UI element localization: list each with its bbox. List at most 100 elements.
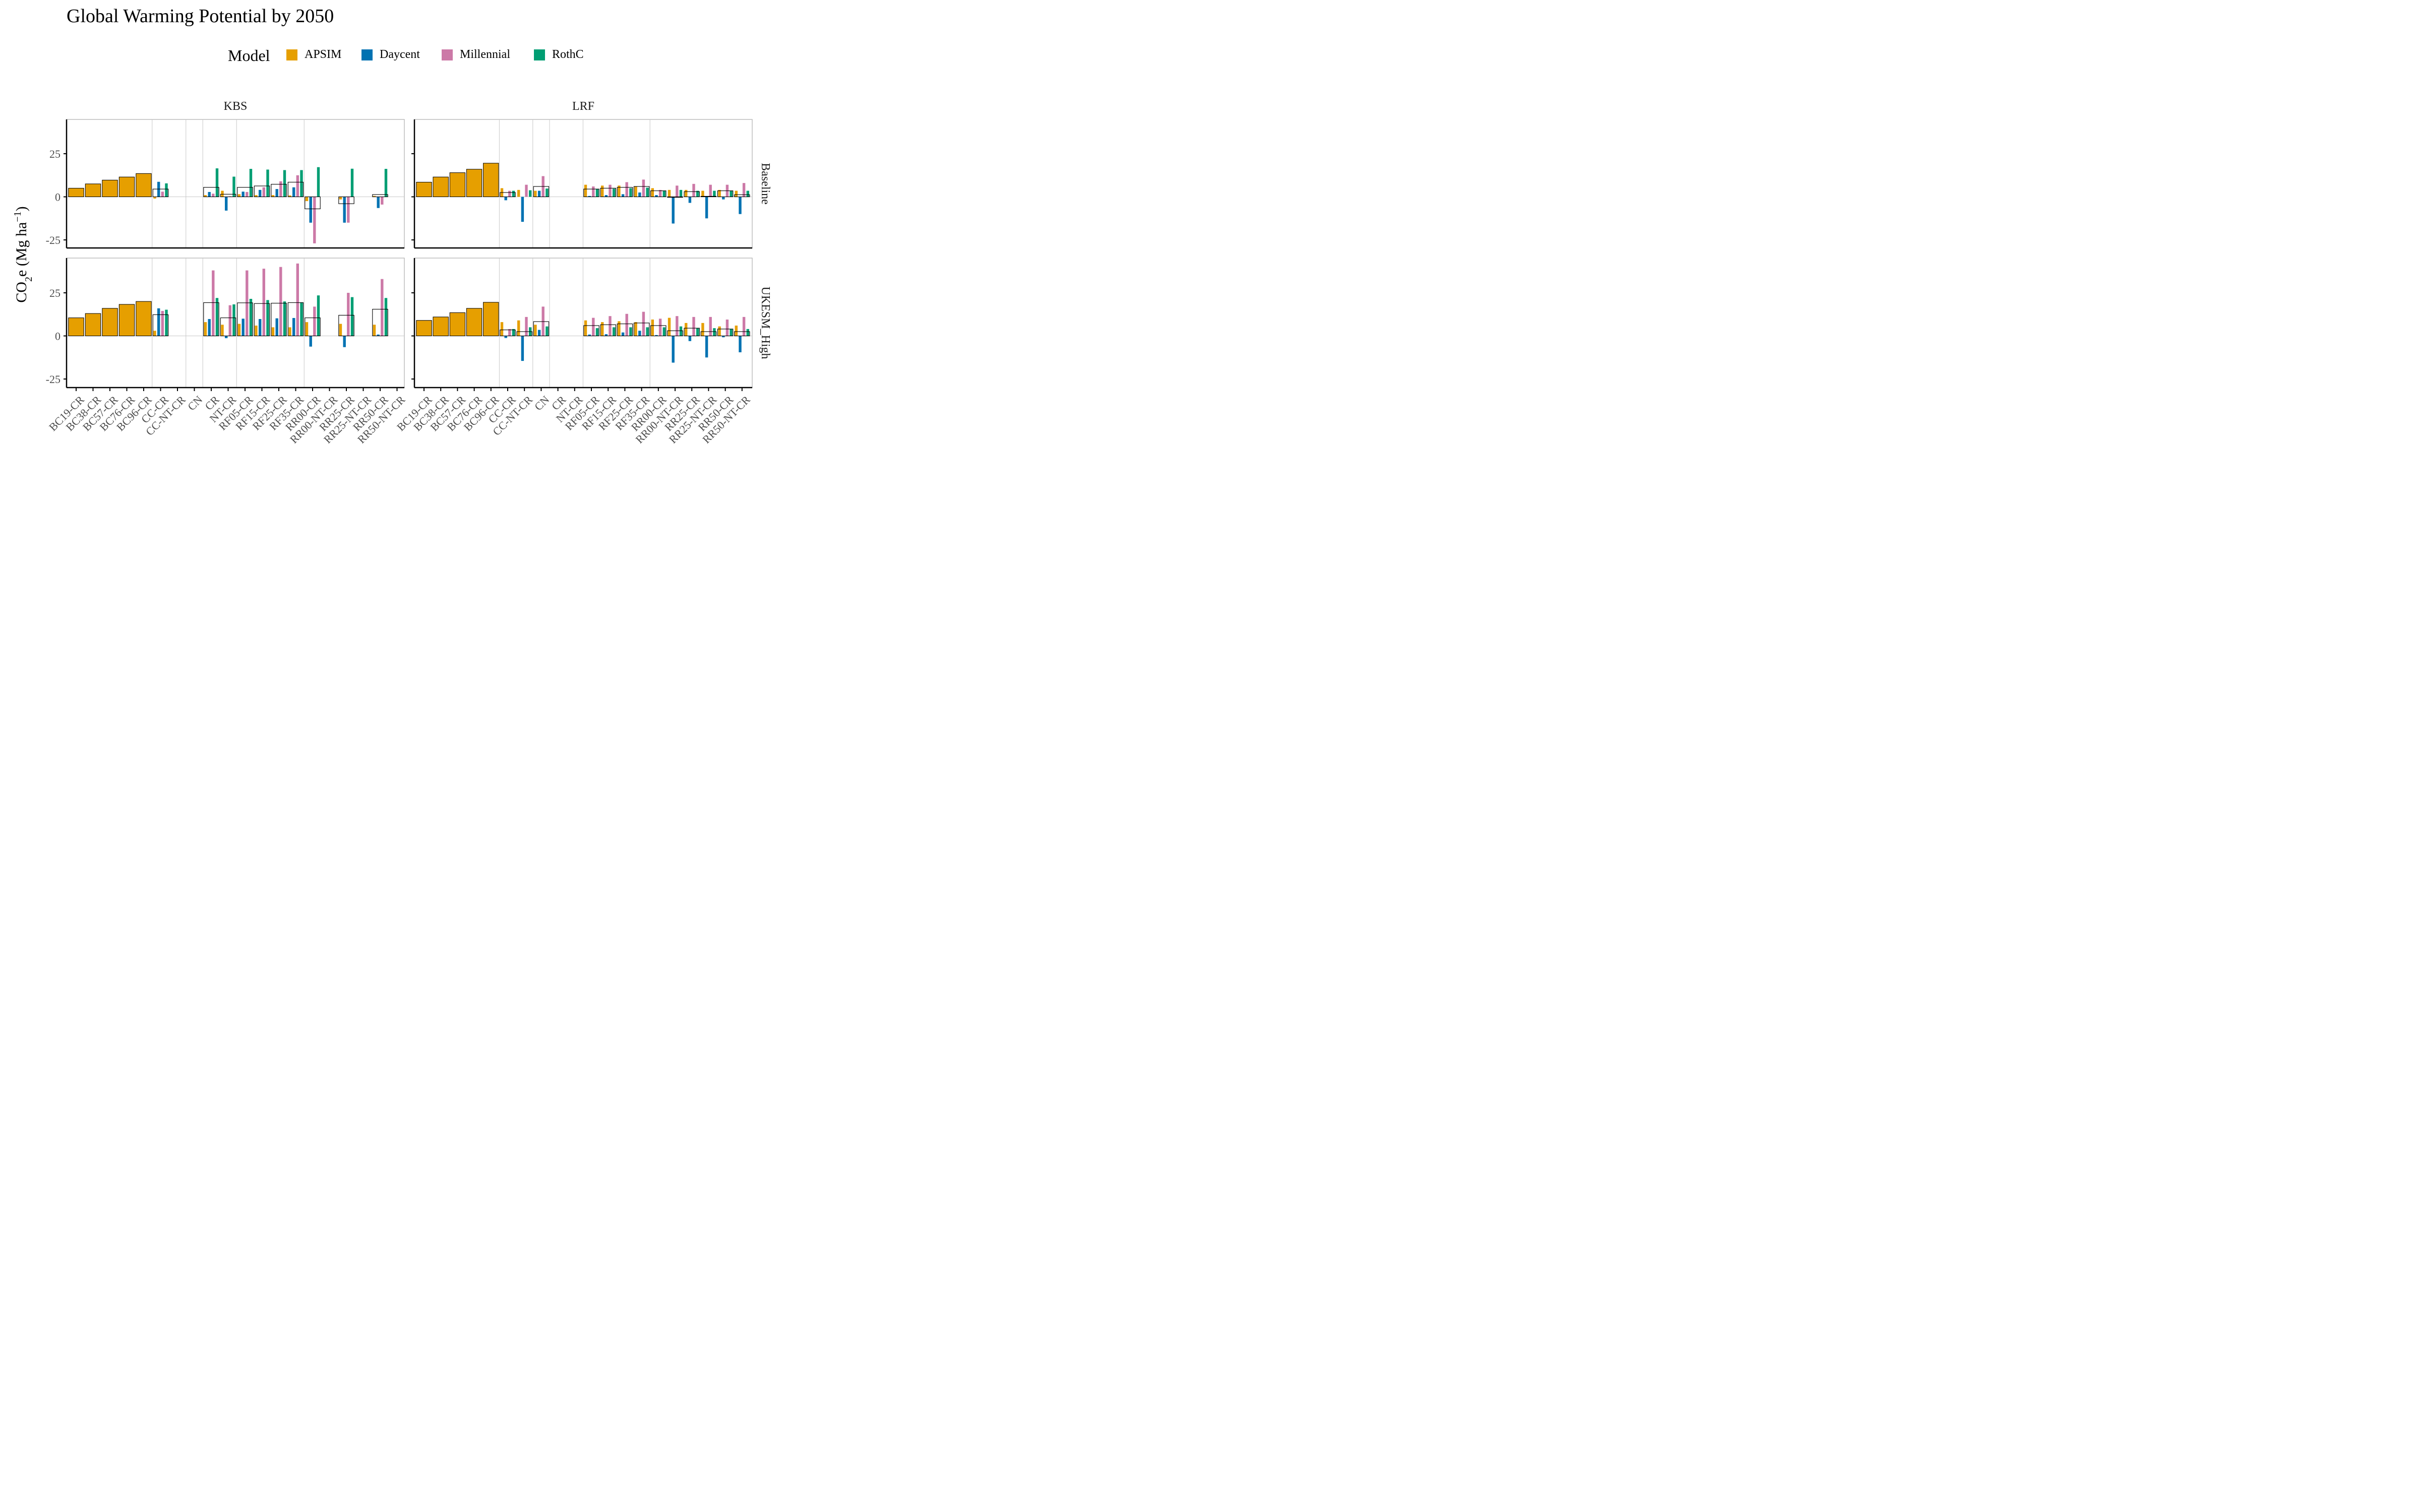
bar-rothc-rf05-cr xyxy=(595,328,599,336)
ensemble-box-rr50-cr xyxy=(717,190,734,198)
bar-rothc-cn xyxy=(546,188,549,197)
bar-millennial-nt-cr xyxy=(228,305,231,336)
legend-label-daycent: Daycent xyxy=(380,48,420,61)
bar-millennial-rf05-cr xyxy=(592,318,595,336)
bar-millennial-rr25-cr xyxy=(347,293,350,336)
bar-millennial-rr00-cr xyxy=(658,190,662,197)
bar-apsim-rr25-nt-cr xyxy=(701,323,704,336)
ensemble-box-rf35-cr xyxy=(633,323,650,337)
ensemble-box-rf15-cr xyxy=(254,303,270,337)
bar-daycent-rf15-cr xyxy=(604,195,608,197)
ensemble-box-rr25-cr xyxy=(338,314,354,337)
bar-rothc-rr00-cr xyxy=(317,295,320,336)
bar-millennial-rr50-cr xyxy=(725,320,729,336)
bar-apsim-rr25-cr xyxy=(685,190,688,197)
bar-daycent-cc-nt-cr xyxy=(521,336,524,361)
bar-daycent-rr25-cr xyxy=(688,197,692,203)
bar-millennial-rf25-cr xyxy=(279,181,282,197)
y-axis-title-part: ) xyxy=(13,206,30,211)
bar-rothc-cr xyxy=(215,298,219,336)
bar-daycent-rr00-nt-cr xyxy=(672,336,675,363)
bar-millennial-rr00-cr xyxy=(313,306,316,336)
ensemble-box-rf35-cr xyxy=(287,181,304,198)
bar-millennial-cc-nt-cr xyxy=(525,184,528,197)
bar-daycent-rf35-cr xyxy=(638,331,641,336)
bar-rothc-rf25-cr xyxy=(283,301,286,336)
bar-rothc-rf15-cr xyxy=(613,188,616,197)
bar-apsim-cc-cr xyxy=(153,331,156,336)
bar-millennial-rr50-cr xyxy=(381,197,384,205)
ensemble-box-cr xyxy=(203,187,219,198)
bar-apsim-rf05-cr xyxy=(237,194,241,197)
ensemble-box-cc-cr xyxy=(500,192,516,198)
ensemble-box-rf05-cr xyxy=(237,187,253,198)
bar-apsim-cr xyxy=(204,322,207,336)
bar-millennial-rf05-cr xyxy=(246,192,249,197)
bar-daycent-rr00-cr xyxy=(655,335,658,336)
y-axis-title-part: 2 xyxy=(23,277,34,282)
y-axis-title: CO2e (Mg ha−1) xyxy=(12,206,34,302)
ensemble-box-rf15-cr xyxy=(600,324,616,337)
ensemble-box-cc-cr xyxy=(500,329,516,337)
bar-rothc-rr00-cr xyxy=(662,191,666,197)
bar-rothc-rf15-cr xyxy=(613,327,616,336)
bar-rothc-rr00-nt-cr xyxy=(679,190,683,197)
bar-daycent-rf35-cr xyxy=(638,192,641,197)
bar-daycent-rr50-cr xyxy=(377,334,380,336)
bar-apsim-cc-cr xyxy=(500,322,504,336)
panel-lrf-ukesm-high: BC19-CRBC38-CRBC57-CRBC76-CRBC96-CRCC-CR… xyxy=(394,258,753,446)
bar-millennial-cr xyxy=(212,270,215,336)
bar-apsim-rr00-cr xyxy=(305,322,309,336)
bar-millennial-rf05-cr xyxy=(592,186,595,197)
bar-apsim-rf35-cr xyxy=(288,327,291,336)
y-tick-label: 0 xyxy=(55,191,60,204)
bar-daycent-rf35-cr xyxy=(292,187,295,197)
bar-daycent-rf05-cr xyxy=(241,192,245,197)
bar-apsim-bc76-cr xyxy=(118,304,135,336)
legend-key-millennial xyxy=(442,49,453,60)
bar-daycent-cn xyxy=(537,191,541,197)
ensemble-box-rf25-cr xyxy=(271,183,287,198)
bar-daycent-cc-nt-cr xyxy=(521,197,524,222)
bar-apsim-rf05-cr xyxy=(237,324,241,336)
ensemble-box-cc-cr xyxy=(152,188,169,198)
bar-apsim-rf25-cr xyxy=(618,185,621,197)
ensemble-box-rr00-cr xyxy=(305,196,321,209)
bar-rothc-rr25-cr xyxy=(350,168,354,197)
y-tick-label: -25 xyxy=(46,373,60,386)
bar-rothc-nt-cr xyxy=(232,176,235,197)
bar-daycent-rf15-cr xyxy=(604,334,608,336)
bar-daycent-rr25-cr xyxy=(343,336,346,347)
legend: Model APSIM Daycent Millennial RothC xyxy=(0,43,786,69)
bar-apsim-bc96-cr xyxy=(483,163,499,197)
strip-label-kbs: KBS xyxy=(224,100,248,113)
bar-rothc-cc-cr xyxy=(512,191,515,197)
bar-apsim-cn xyxy=(534,325,537,336)
bar-millennial-rr00-cr xyxy=(658,319,662,336)
bar-apsim-rf15-cr xyxy=(601,185,604,197)
bar-apsim-cn xyxy=(534,191,537,197)
bar-millennial-rr25-nt-cr xyxy=(709,184,712,197)
bar-apsim-rr50-cr xyxy=(718,326,721,336)
bar-millennial-rf25-cr xyxy=(625,313,628,336)
ensemble-box-rr50-cr xyxy=(372,308,388,337)
bar-apsim-rr00-cr xyxy=(651,188,654,197)
ensemble-box-rr25-nt-cr xyxy=(700,196,717,198)
bar-rothc-rf25-cr xyxy=(283,170,286,197)
bar-daycent-rr50-nt-cr xyxy=(739,197,742,214)
bar-apsim-rf25-cr xyxy=(271,195,275,197)
bar-daycent-rf15-cr xyxy=(259,319,262,336)
bar-daycent-rr00-cr xyxy=(309,336,312,347)
bar-daycent-rf25-cr xyxy=(621,332,625,336)
ensemble-box-rr00-nt-cr xyxy=(667,196,683,198)
bar-rothc-rf05-cr xyxy=(249,169,253,197)
bar-rothc-rf25-cr xyxy=(629,327,632,336)
bar-apsim-bc19-cr xyxy=(68,187,84,197)
bar-daycent-rf35-cr xyxy=(292,318,295,336)
bar-daycent-cr xyxy=(208,192,211,197)
bar-daycent-rf25-cr xyxy=(275,318,278,336)
strip-label-baseline: Baseline xyxy=(759,163,772,205)
ensemble-box-cc-cr xyxy=(152,314,169,337)
bar-apsim-bc19-cr xyxy=(68,318,84,337)
ensemble-box-rf25-cr xyxy=(617,324,633,337)
